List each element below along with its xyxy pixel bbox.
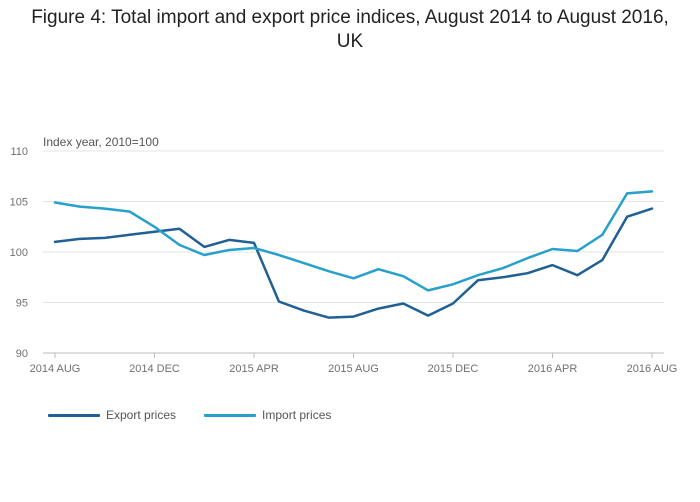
x-tick-label: 2016 APR <box>528 363 578 375</box>
x-tick-label: 2016 AUG <box>627 363 678 375</box>
y-tick-label: 95 <box>16 298 28 310</box>
x-axis-ticks: 2014 AUG 2014 DEC 2015 APR 2015 AUG 2015 DEC… <box>30 353 678 375</box>
x-tick-label: 2014 DEC <box>129 363 180 375</box>
legend: Export prices Import prices <box>48 408 359 422</box>
chart-title: Figure 4: Total import and export price … <box>0 6 700 54</box>
y-tick-label: 105 <box>10 197 28 209</box>
legend-label: Import prices <box>262 408 332 422</box>
y-tick-label: 100 <box>10 247 28 259</box>
legend-swatch <box>204 413 257 417</box>
x-tick-label: 2015 APR <box>229 363 279 375</box>
y-tick-label: 90 <box>16 348 28 360</box>
legend-item[interactable]: Export prices <box>48 408 176 422</box>
series-line-export-prices <box>53 207 654 319</box>
y-axis-ticks: 90 95 100 105 110 <box>10 146 28 360</box>
y-axis-label: Index year, 2010=100 <box>43 135 159 149</box>
x-tick-label: 2015 AUG <box>328 363 379 375</box>
series-line-import-prices <box>53 190 654 292</box>
chart-title-text: Figure 4: Total import and export price … <box>31 7 669 52</box>
gridlines <box>43 150 664 354</box>
series-lines <box>53 190 654 319</box>
x-tick-label: 2014 AUG <box>30 363 81 375</box>
y-tick-label: 110 <box>10 146 28 158</box>
legend-swatch <box>48 413 100 417</box>
legend-item[interactable]: Import prices <box>204 408 331 422</box>
x-tick-label: 2015 DEC <box>428 363 479 375</box>
legend-label: Export prices <box>106 408 177 422</box>
